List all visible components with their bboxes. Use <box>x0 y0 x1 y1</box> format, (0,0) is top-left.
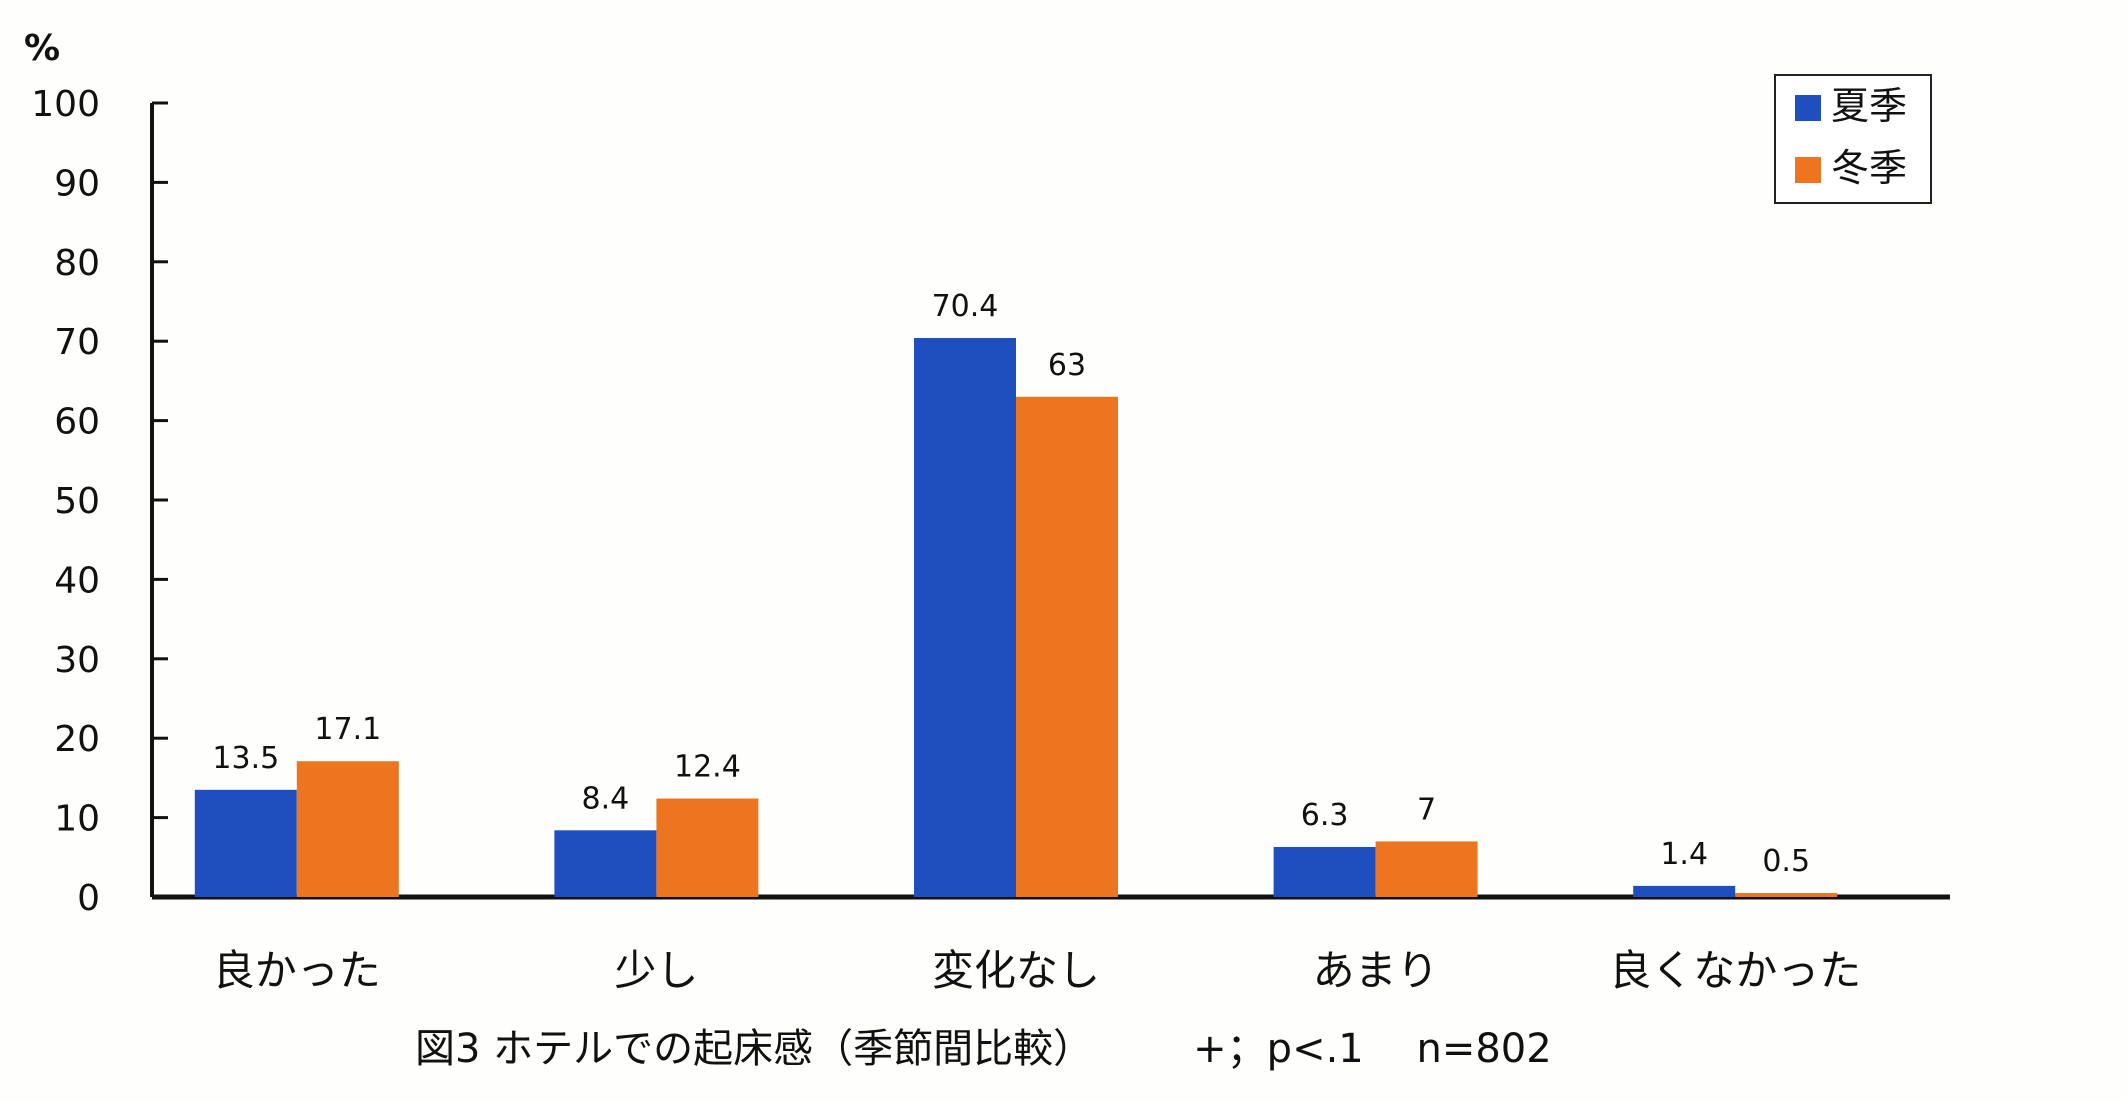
y-axis-label: % <box>24 28 60 69</box>
data-label: 63 <box>1048 348 1086 383</box>
bar-winter <box>1375 841 1478 897</box>
bar-winter <box>1735 893 1838 897</box>
data-labels: 13.5 17.1 8.4 12.4 70.4 63 6.3 7 1.4 0.5 <box>212 289 1810 879</box>
legend-entry: 夏季 <box>1831 84 1907 128</box>
bar-summer <box>1633 885 1736 897</box>
data-label: 12.4 <box>674 750 741 785</box>
bar-summer <box>1273 846 1376 897</box>
legend-entry: 冬季 <box>1831 146 1907 190</box>
data-label: 13.5 <box>212 741 279 776</box>
data-label: 8.4 <box>582 781 630 816</box>
bar-summer <box>194 789 297 897</box>
x-category-label: 少し <box>614 946 698 995</box>
figure-caption: 図3 ホテルでの起床感（季節間比較） +；p<.1 n=802 <box>415 1026 1552 1072</box>
data-label: 6.3 <box>1301 798 1349 833</box>
bar-summer <box>914 338 1016 897</box>
x-category-label: 変化なし <box>932 946 1100 995</box>
axes: 0 10 20 30 40 50 60 70 80 90 100 良かった 少し 変化なし あまり 良くなかっ… <box>31 84 1950 995</box>
y-tick-label: 30 <box>54 640 100 681</box>
y-tick-label: 100 <box>31 84 100 125</box>
bar-winter <box>1016 396 1118 897</box>
y-tick-label: 10 <box>54 799 100 840</box>
bar-winter <box>656 798 759 897</box>
bar-winter <box>296 761 399 897</box>
y-tick-label: 70 <box>54 322 100 363</box>
data-label: 17.1 <box>314 712 381 747</box>
x-category-label: 良くなかった <box>1609 946 1861 995</box>
bar-summer <box>554 830 657 897</box>
y-tick-label: 0 <box>77 878 100 919</box>
y-tick-label: 90 <box>54 163 100 204</box>
y-tick-label: 20 <box>54 719 100 760</box>
x-category-label: あまり <box>1313 946 1439 995</box>
y-tick-label: 80 <box>54 243 100 284</box>
y-tick-label: 40 <box>54 560 100 601</box>
legend-swatch <box>1795 95 1821 121</box>
legend-swatch <box>1795 157 1821 183</box>
y-tick-label: 50 <box>54 481 100 522</box>
data-label: 7 <box>1417 792 1436 827</box>
data-label: 1.4 <box>1660 837 1708 872</box>
x-category-label: 良かった <box>213 946 381 995</box>
y-tick-label: 60 <box>54 402 100 443</box>
data-label: 0.5 <box>1762 844 1810 879</box>
data-label: 70.4 <box>932 289 999 324</box>
bars <box>194 338 1838 897</box>
